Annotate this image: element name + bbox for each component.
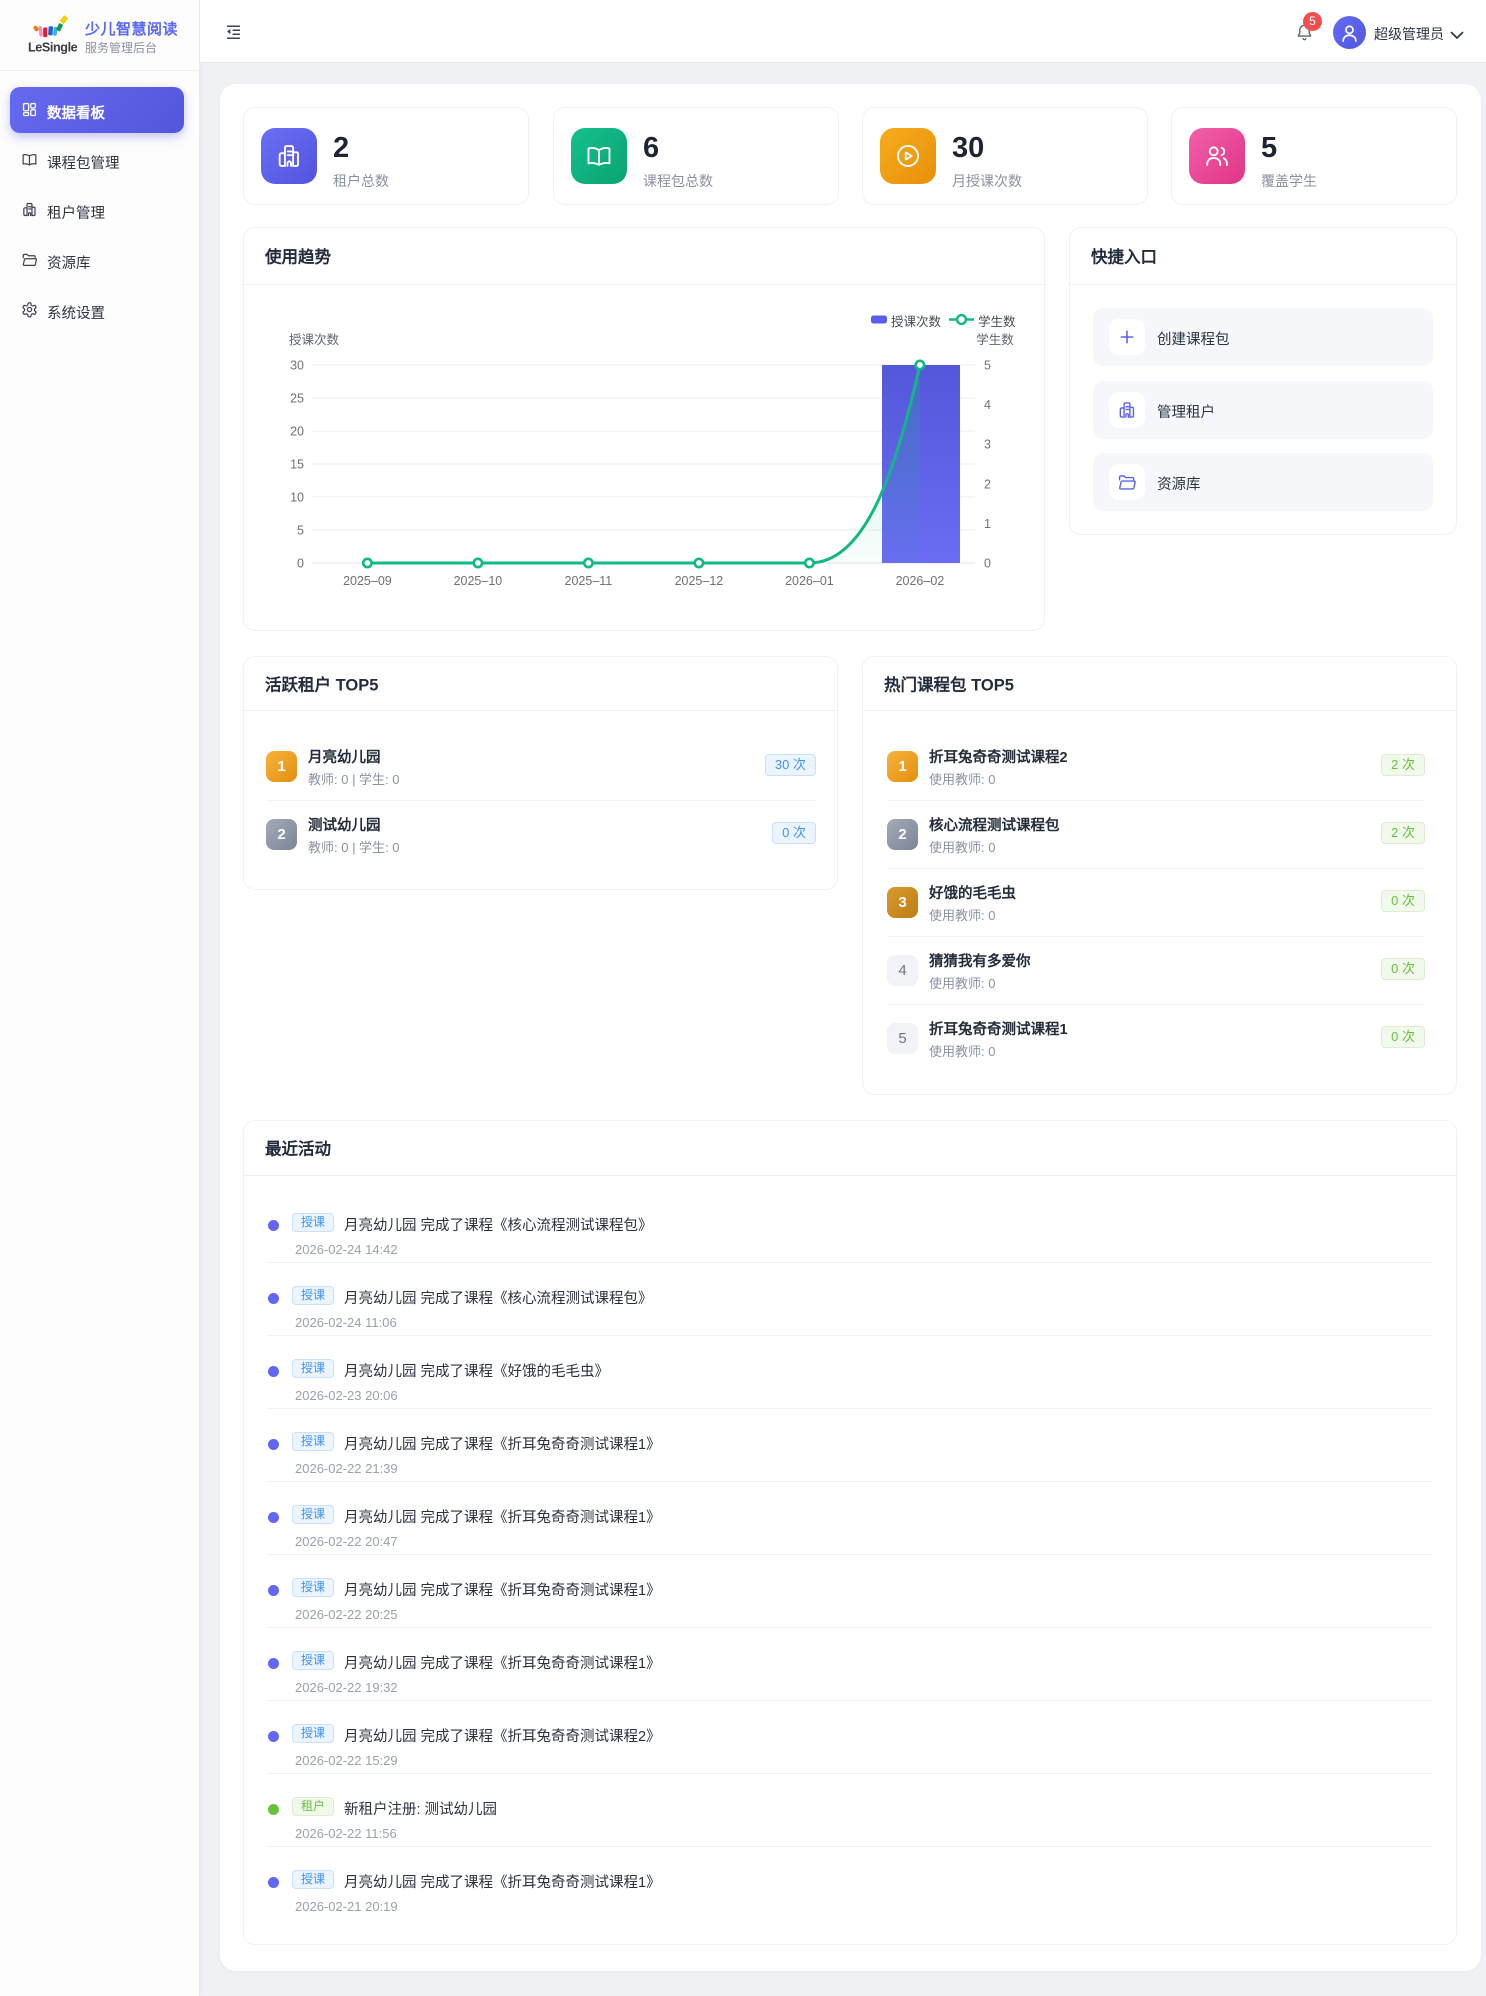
- svg-text:2026–02: 2026–02: [896, 574, 945, 588]
- svg-text:5: 5: [984, 359, 991, 373]
- svg-text:1: 1: [984, 517, 991, 531]
- svg-text:LeSingle: LeSingle: [28, 41, 78, 55]
- svg-text:20: 20: [290, 425, 304, 439]
- svg-text:2025–10: 2025–10: [454, 574, 503, 588]
- svg-text:25: 25: [290, 392, 304, 406]
- svg-text:学生数: 学生数: [976, 332, 1014, 347]
- svg-text:授课次数: 授课次数: [891, 314, 942, 329]
- svg-text:0: 0: [297, 557, 304, 571]
- svg-text:15: 15: [290, 458, 304, 472]
- svg-text:2026–01: 2026–01: [785, 574, 834, 588]
- svg-text:3: 3: [984, 438, 991, 452]
- svg-text:学生数: 学生数: [978, 314, 1016, 329]
- svg-text:2025–09: 2025–09: [343, 574, 392, 588]
- svg-text:0: 0: [984, 557, 991, 571]
- svg-text:10: 10: [290, 491, 304, 505]
- svg-text:5: 5: [297, 524, 304, 538]
- svg-text:2025–12: 2025–12: [675, 574, 724, 588]
- svg-text:2025–11: 2025–11: [565, 574, 613, 588]
- svg-text:授课次数: 授课次数: [289, 332, 340, 347]
- svg-text:2: 2: [984, 477, 991, 491]
- svg-text:4: 4: [984, 398, 991, 412]
- svg-text:30: 30: [290, 359, 304, 373]
